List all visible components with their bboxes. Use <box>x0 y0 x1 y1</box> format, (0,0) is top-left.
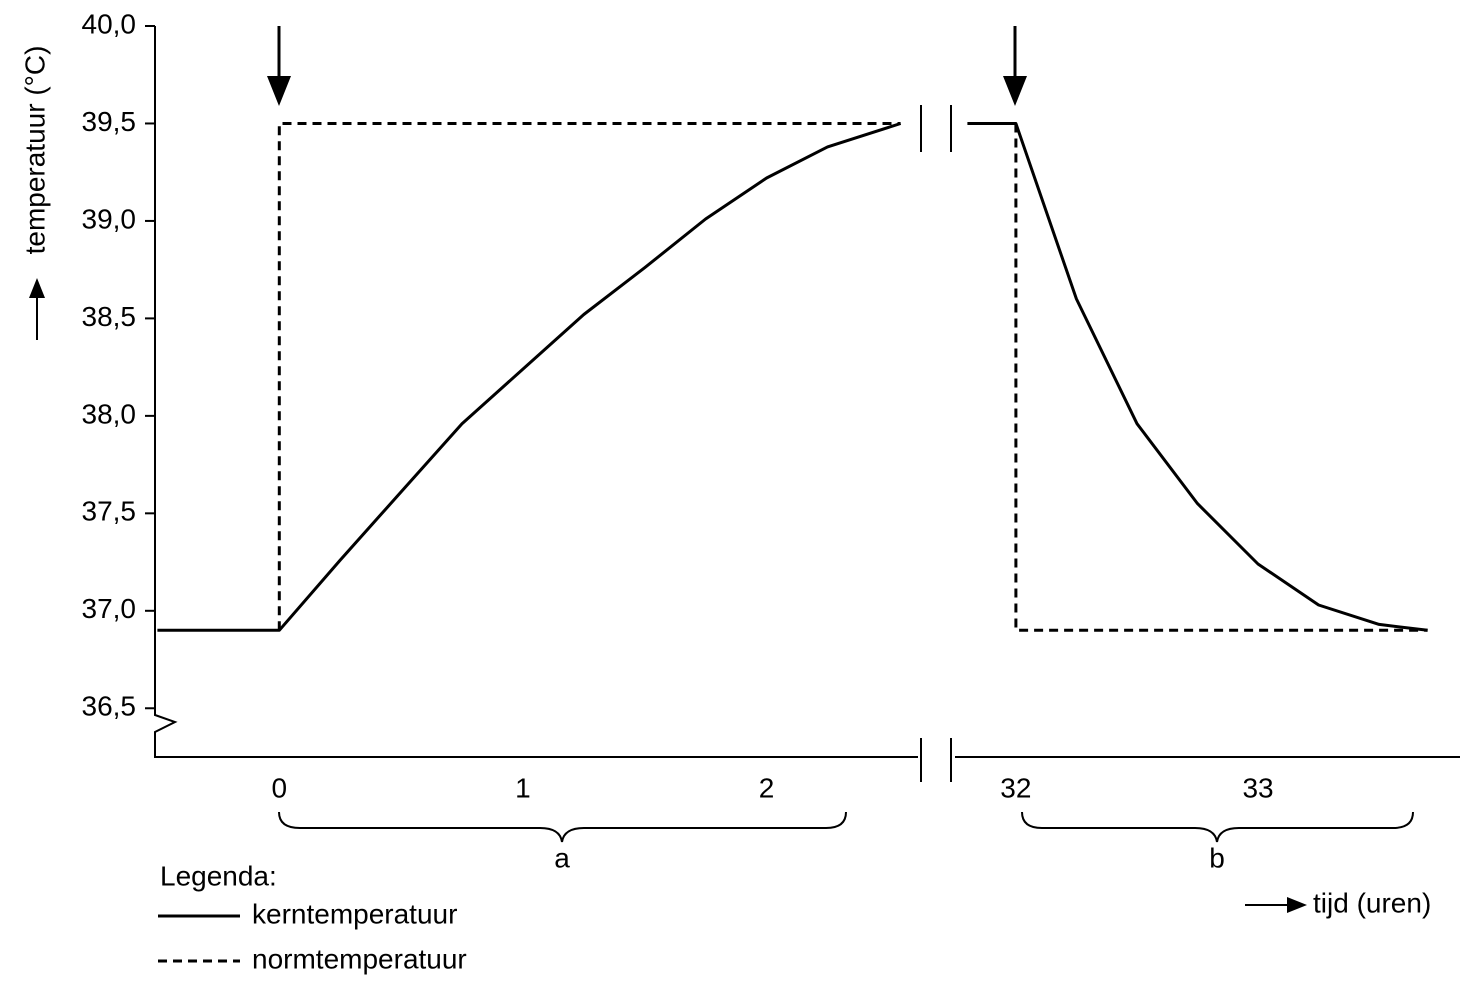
brace <box>1021 811 1414 843</box>
legend-title: Legenda: <box>160 860 277 891</box>
y-axis-label: temperatuur (°C) <box>19 46 50 255</box>
y-tick-label: 38,5 <box>82 301 137 332</box>
series-line <box>1014 123 1428 632</box>
annotation: b <box>1209 842 1225 873</box>
x-tick-label: 1 <box>515 772 531 803</box>
series-line <box>967 122 1428 632</box>
y-tick-label: 37,5 <box>82 496 137 527</box>
x-tick-label: 33 <box>1242 772 1273 803</box>
y-tick-label: 38,0 <box>82 398 137 429</box>
y-tick-label: 36,5 <box>82 691 137 722</box>
y-tick-label: 39,5 <box>82 106 137 137</box>
x-tick-label: 2 <box>759 772 775 803</box>
legend-label: normtemperatuur <box>252 943 467 974</box>
y-tick-label: 40,0 <box>82 8 137 39</box>
y-tick-label: 39,0 <box>82 203 137 234</box>
y-axis <box>154 26 918 758</box>
series-line <box>157 122 902 632</box>
brace <box>278 811 847 843</box>
x-tick-label: 32 <box>1000 772 1031 803</box>
axis-break <box>920 105 952 782</box>
series-line <box>277 122 901 631</box>
x-axis-label: tijd (uren) <box>1313 887 1431 918</box>
legend-label: kerntemperatuur <box>252 898 457 929</box>
x-tick-label: 0 <box>271 772 287 803</box>
annotation: a <box>554 842 570 873</box>
y-tick-label: 37,0 <box>82 593 137 624</box>
